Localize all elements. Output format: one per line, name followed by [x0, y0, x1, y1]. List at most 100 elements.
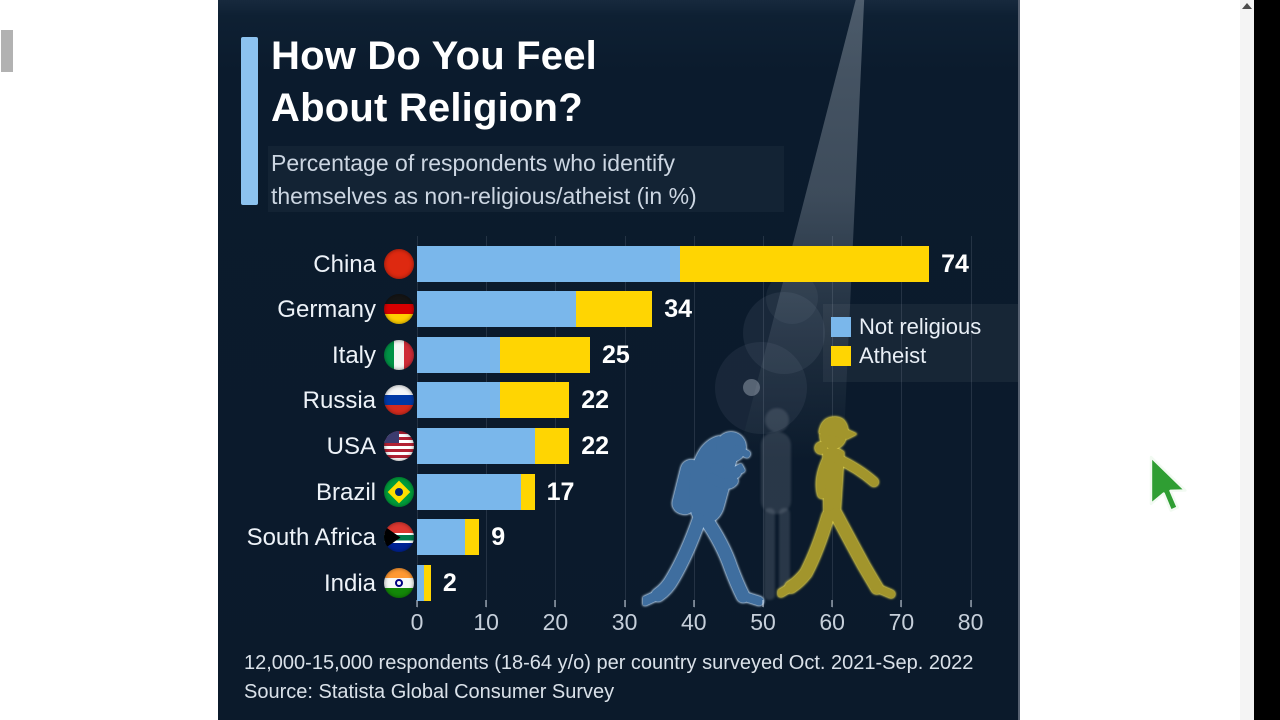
stacked-bar-china — [417, 245, 930, 282]
bar-segment-atheist — [576, 291, 653, 328]
x-tick-label-50: 50 — [750, 609, 776, 635]
footnote-text: 12,000-15,000 respondents (18-64 y/o) pe… — [244, 652, 974, 674]
yellow-person-silhouette — [778, 417, 895, 598]
value-label-russia: 22 — [581, 386, 610, 415]
chart-title-line2: About Religion? — [271, 86, 583, 130]
x-tick-label-10: 10 — [473, 609, 499, 635]
source-text: Source: Statista Global Consumer Survey — [244, 681, 615, 703]
bar-row-usa: USA 22 — [218, 428, 1018, 465]
country-label-south-africa: South Africa — [246, 524, 376, 552]
flag-detail-chakra — [395, 579, 403, 588]
bar-segment-atheist — [465, 519, 480, 556]
country-label-brazil: Brazil — [315, 478, 376, 506]
bar-segment-atheist — [423, 565, 431, 602]
bar-segment-not-religious — [417, 519, 466, 556]
tick-mark-70 — [900, 600, 903, 607]
x-tick-label-60: 60 — [819, 609, 845, 635]
yellow-square-swatch — [831, 345, 851, 366]
title-accent-bar — [241, 37, 258, 205]
mouse-cursor-icon — [1149, 455, 1187, 512]
chart-subtitle-line1: Percentage of respondents who identify — [271, 150, 676, 176]
bar-row-india: India 2 — [218, 565, 1018, 602]
flag-detail-canton — [384, 431, 399, 444]
country-label-india: India — [323, 570, 376, 598]
value-label-usa: 22 — [581, 432, 610, 461]
value-label-south-africa: 9 — [491, 523, 506, 552]
legend-item-not-religious: Not religious — [831, 312, 981, 341]
infographic-panel: How Do You Feel About Religion? Percenta… — [218, 0, 1020, 720]
bar-row-brazil: Brazil 17 — [218, 473, 1018, 511]
country-label-usa: USA — [326, 433, 376, 461]
gridline-80 — [970, 236, 972, 608]
bar-segment-not-religious — [417, 382, 501, 419]
bar-row-china: China 74 — [218, 245, 1018, 283]
tick-mark-50 — [762, 600, 764, 607]
chart-title-line1: How Do You Feel — [271, 34, 597, 78]
chart-title: How Do You Feel About Religion? — [271, 30, 597, 134]
tick-mark-30 — [623, 600, 626, 607]
flag-south-africa-icon — [384, 522, 414, 553]
flag-italy-icon — [384, 339, 414, 370]
tick-mark-10 — [485, 600, 488, 607]
x-tick-label-20: 20 — [542, 609, 569, 635]
bar-segment-not-religious — [417, 336, 501, 373]
vertical-scrollbar[interactable] — [1240, 0, 1254, 720]
bar-segment-atheist — [520, 473, 535, 510]
bar-row-russia: Russia 22 — [218, 382, 1018, 419]
flag-detail-tri — [384, 526, 401, 549]
bokeh-circle — [715, 342, 807, 434]
flag-china-icon — [384, 248, 414, 279]
gridline-20 — [555, 236, 557, 608]
stacked-bar-india — [417, 565, 431, 602]
tick-mark-0 — [416, 600, 418, 607]
flag-usa-icon — [384, 431, 414, 462]
gridline-0 — [417, 236, 418, 608]
legend-panel — [823, 304, 1018, 382]
stacked-bar-russia — [417, 382, 570, 419]
value-label-italy: 25 — [602, 340, 630, 369]
chart-subtitle: Percentage of respondents who identify t… — [271, 147, 697, 213]
stacked-bar-germany — [417, 291, 653, 328]
tick-mark-60 — [831, 600, 834, 607]
bar-segment-not-religious — [417, 428, 535, 465]
country-label-italy: Italy — [331, 341, 376, 369]
bar-segment-atheist — [500, 336, 590, 373]
scrollbar-up-arrow-icon[interactable] — [1242, 3, 1252, 9]
value-label-brazil: 17 — [546, 477, 575, 506]
value-label-germany: 34 — [664, 295, 693, 324]
chart-subtitle-line2: themselves as non-religious/atheist (in … — [271, 183, 697, 209]
bar-segment-atheist — [500, 382, 570, 419]
x-tick-label-40: 40 — [681, 609, 707, 635]
bokeh-circle — [743, 292, 825, 374]
bar-segment-not-religious — [417, 245, 680, 282]
tick-mark-20 — [554, 600, 557, 607]
blue-person-silhouette — [643, 432, 764, 606]
gridline-50 — [763, 236, 764, 608]
country-label-russia: Russia — [302, 387, 376, 415]
gridline-10 — [486, 236, 488, 608]
gridline-40 — [693, 236, 695, 608]
value-label-china: 74 — [941, 249, 969, 278]
x-tick-label-0: 0 — [410, 609, 424, 635]
screen-edge-black-strip — [1254, 0, 1280, 720]
legend-label: Atheist — [859, 342, 927, 368]
legend: Not religious Atheist — [831, 312, 981, 370]
scrollbar-thumb[interactable] — [1, 30, 13, 72]
gridline-30 — [624, 236, 626, 608]
bar-row-south-africa: South Africa 9 — [218, 519, 1018, 556]
x-tick-label-80: 80 — [957, 609, 984, 635]
tick-mark-80 — [969, 600, 972, 607]
stacked-bar-usa — [417, 428, 570, 465]
flag-india-icon — [384, 568, 414, 599]
country-label-germany: Germany — [277, 296, 376, 324]
tick-mark-40 — [692, 600, 695, 607]
bokeh-circle — [743, 379, 760, 396]
country-label-china: China — [313, 250, 376, 278]
flag-germany-icon — [384, 294, 414, 325]
gridline-70 — [901, 236, 903, 608]
bar-row-italy: Italy 25 — [218, 336, 1018, 374]
stacked-bar-italy — [417, 336, 590, 373]
bar-segment-not-religious — [417, 565, 424, 602]
flag-detail-globe — [395, 487, 403, 496]
bar-segment-atheist — [534, 428, 570, 465]
